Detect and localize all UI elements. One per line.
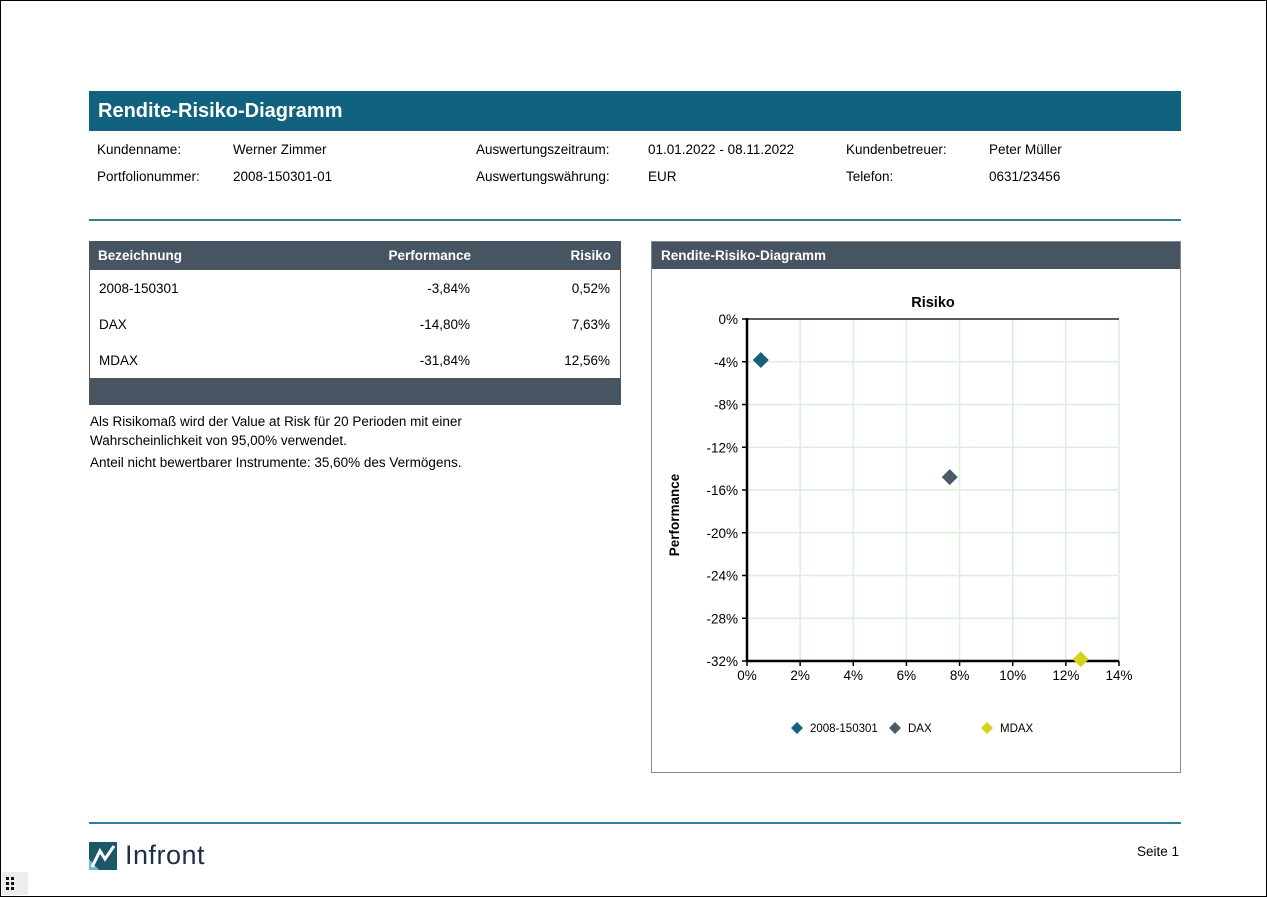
page-title: Rendite-Risiko-Diagramm (89, 91, 1181, 131)
legend-marker-MDAX (981, 722, 993, 734)
risk-table: Bezeichnung Performance Risiko 2008-1503… (89, 241, 621, 405)
y-tick-label: -16% (706, 483, 738, 498)
col-header-risiko: Risiko (570, 247, 611, 263)
info-label-kundenname: Kundenname: (97, 142, 182, 157)
risk-table-header: Bezeichnung Performance Risiko (89, 241, 621, 269)
header-separator (89, 219, 1181, 221)
x-tick-label: 14% (1105, 668, 1132, 683)
x-tick-label: 0% (737, 668, 757, 683)
legend-label-DAX: DAX (908, 723, 932, 735)
info-value-kundenname: Werner Zimmer (233, 142, 327, 157)
risk-notes: Als Risikomaß wird der Value at Risk für… (90, 412, 462, 472)
x-tick-label: 6% (897, 668, 917, 683)
y-tick-label: -20% (706, 526, 738, 541)
x-tick-label: 10% (999, 668, 1026, 683)
info-value-portfolionummer: 2008-150301-01 (233, 169, 333, 184)
x-tick-label: 4% (844, 668, 864, 683)
y-tick-label: -4% (714, 355, 738, 370)
data-point-MDAX (1072, 651, 1089, 668)
note-line: Als Risikomaß wird der Value at Risk für… (90, 414, 462, 429)
info-value-telefon: 0631/23456 (989, 169, 1061, 184)
col-header-performance: Performance (388, 247, 471, 263)
table-row: 2008-150301 -3,84% 0,52% (90, 270, 620, 306)
info-value-kundenbetreuer: Peter Müller (989, 142, 1062, 157)
risk-table-footer-bar (89, 379, 621, 405)
infront-logo: Infront (89, 840, 205, 871)
cell-performance: -3,84% (427, 280, 470, 296)
legend-marker-2008-150301 (791, 722, 803, 734)
cell-risiko: 12,56% (564, 352, 610, 368)
data-point-2008-150301 (752, 352, 769, 369)
risk-table-body: 2008-150301 -3,84% 0,52% DAX -14,80% 7,6… (89, 269, 621, 379)
y-tick-label: -8% (714, 398, 738, 413)
chart-panel-title: Rendite-Risiko-Diagramm (652, 242, 1180, 269)
x-tick-label: 12% (1052, 668, 1079, 683)
legend-marker-DAX (889, 722, 901, 734)
drag-dots-handle[interactable] (2, 872, 28, 895)
chart-title: Risiko (911, 295, 955, 311)
cell-performance: -31,84% (419, 352, 470, 368)
x-tick-label: 8% (950, 668, 970, 683)
risk-return-chart: 0%-4%-8%-12%-16%-20%-24%-28%-32%0% 2% 4% 6%… (667, 295, 1133, 735)
cell-risiko: 7,63% (571, 316, 610, 332)
footer-separator (89, 822, 1181, 824)
data-point-DAX (941, 469, 958, 486)
info-label-waehrung: Auswertungswährung: (476, 169, 610, 184)
dots-grid-icon (6, 877, 14, 890)
info-label-portfolionummer: Portfolionummer: (97, 169, 200, 184)
info-value-zeitraum: 01.01.2022 - 08.11.2022 (648, 142, 795, 157)
info-label-zeitraum: Auswertungszeitraum: (476, 142, 610, 157)
cell-name: 2008-150301 (99, 280, 179, 296)
y-tick-label: -24% (706, 569, 738, 584)
note-line: Wahrscheinlichkeit von 95,00% verwendet. (90, 433, 347, 448)
legend-label-2008-150301: 2008-150301 (810, 723, 878, 735)
legend-label-MDAX: MDAX (1000, 723, 1034, 735)
y-tick-label: -28% (706, 611, 738, 626)
chart-panel: Rendite-Risiko-Diagramm 0% -4% -8% -12% -16%… (651, 241, 1181, 773)
y-tick-label: 0% (718, 312, 738, 327)
info-value-waehrung: EUR (648, 169, 677, 184)
col-header-bezeichnung: Bezeichnung (98, 247, 183, 263)
y-tick-label: -12% (706, 440, 738, 455)
info-label-kundenbetreuer: Kundenbetreuer: (846, 142, 947, 157)
note-line: Anteil nicht bewertbarer Instrumente: 35… (90, 455, 462, 470)
infront-logo-text: Infront (125, 840, 206, 870)
x-tick-label: 2% (790, 668, 810, 683)
table-row: DAX -14,80% 7,63% (90, 306, 620, 342)
page-number: Seite 1 (1136, 844, 1179, 859)
y-axis-label: Performance (667, 473, 682, 556)
cell-name: MDAX (99, 352, 139, 368)
cell-performance: -14,80% (419, 316, 470, 332)
cell-name: DAX (99, 316, 127, 332)
table-row: MDAX -31,84% 12,56% (90, 342, 620, 378)
infront-logo-icon (89, 841, 117, 870)
cell-risiko: 0,52% (571, 280, 610, 296)
y-tick-label: -32% (706, 654, 738, 669)
info-label-telefon: Telefon: (846, 169, 894, 184)
